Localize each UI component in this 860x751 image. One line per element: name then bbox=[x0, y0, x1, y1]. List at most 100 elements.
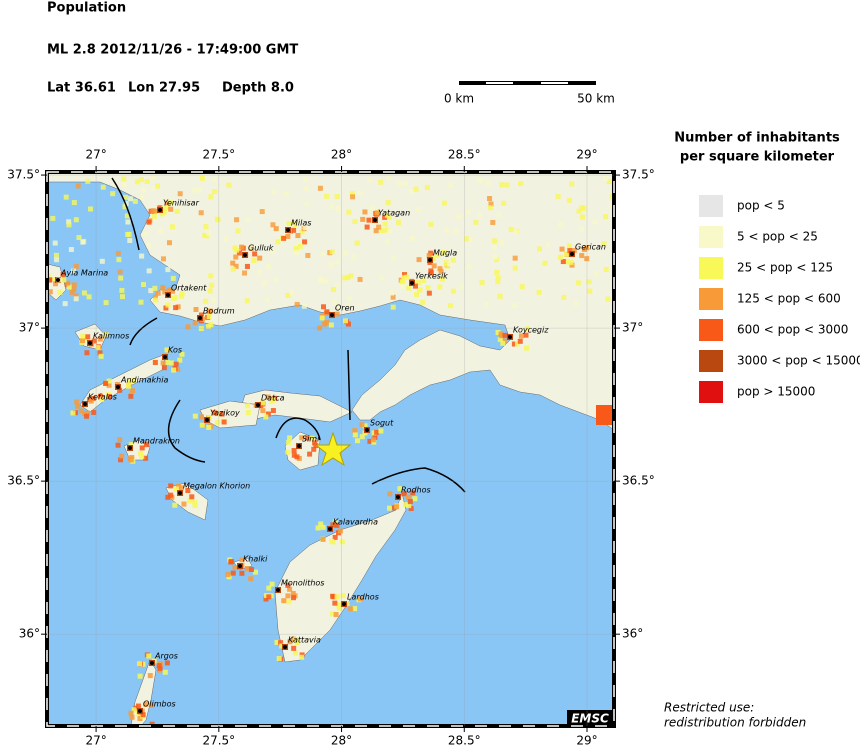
pop-cell bbox=[504, 182, 510, 188]
pop-cell bbox=[271, 189, 277, 195]
pop-cell bbox=[118, 457, 124, 463]
pop-cell bbox=[301, 303, 307, 309]
pop-cell bbox=[299, 654, 305, 660]
pop-cell bbox=[198, 210, 204, 216]
lon-info: Lon 27.95 bbox=[128, 81, 200, 96]
pop-cell bbox=[185, 488, 191, 494]
place-label: Rodhos bbox=[401, 486, 431, 495]
pop-cell bbox=[266, 594, 272, 600]
pop-cell bbox=[439, 276, 445, 282]
pop-cell bbox=[87, 206, 93, 212]
pop-cell bbox=[344, 601, 350, 607]
pop-cell bbox=[66, 284, 72, 290]
pop-cell bbox=[603, 176, 609, 182]
pop-cell bbox=[286, 220, 292, 226]
pop-cell bbox=[168, 483, 174, 489]
pop-cell bbox=[69, 289, 75, 295]
pop-cell bbox=[206, 323, 212, 329]
pop-cell bbox=[320, 536, 326, 542]
pop-cell bbox=[265, 263, 271, 269]
legend-label: pop < 5 bbox=[737, 199, 785, 213]
pop-cell bbox=[235, 228, 241, 234]
place-dot bbox=[365, 428, 369, 432]
pop-cell bbox=[328, 322, 334, 328]
place-label: Milas bbox=[291, 219, 311, 228]
place-label: Monolithos bbox=[281, 579, 324, 588]
pop-cell bbox=[66, 219, 72, 225]
pop-cell bbox=[517, 338, 523, 344]
pop-cell bbox=[170, 288, 176, 294]
pop-cell bbox=[75, 403, 81, 409]
pop-cell bbox=[518, 333, 524, 339]
pop-cell bbox=[524, 326, 530, 332]
place-label: Simi bbox=[302, 435, 320, 444]
pop-cell bbox=[437, 284, 443, 290]
pop-cell bbox=[146, 219, 152, 225]
pop-cell bbox=[456, 214, 462, 220]
pop-cell bbox=[100, 184, 106, 190]
pop-cell bbox=[95, 345, 101, 351]
pop-cell bbox=[150, 175, 156, 181]
pop-cell bbox=[350, 194, 356, 200]
pop-cell bbox=[239, 557, 245, 563]
pop-cell bbox=[387, 228, 393, 234]
pop-cell bbox=[334, 311, 340, 317]
pop-cell bbox=[285, 233, 291, 239]
pop-cell bbox=[357, 276, 363, 282]
pop-cell bbox=[137, 673, 143, 679]
pop-cell bbox=[450, 288, 456, 294]
pop-cell bbox=[304, 201, 310, 207]
y-tick-label: 37° bbox=[622, 321, 643, 335]
pop-cell bbox=[391, 255, 397, 261]
pop-cell bbox=[596, 405, 614, 425]
pop-cell bbox=[410, 490, 416, 496]
pop-cell bbox=[490, 219, 496, 225]
pop-cell bbox=[495, 330, 501, 336]
pop-cell bbox=[592, 219, 598, 225]
pop-cell bbox=[354, 240, 360, 246]
pop-cell bbox=[54, 257, 60, 263]
pop-cell bbox=[47, 289, 53, 295]
pop-cell bbox=[149, 721, 155, 726]
x-tick-label: 27° bbox=[85, 148, 106, 162]
pop-cell bbox=[215, 419, 221, 425]
x-tick-label: 27° bbox=[85, 734, 106, 748]
pop-cell bbox=[402, 502, 408, 508]
map-frame-pattern bbox=[46, 171, 615, 727]
pop-cell bbox=[420, 299, 426, 305]
pop-cell bbox=[497, 293, 503, 299]
legend-title: per square kilometer bbox=[680, 150, 835, 165]
pop-cell bbox=[245, 216, 251, 222]
legend-swatch bbox=[699, 257, 723, 279]
pop-cell bbox=[161, 206, 167, 212]
pop-cell bbox=[413, 186, 419, 192]
pop-cell bbox=[223, 236, 229, 242]
pop-cell bbox=[166, 287, 172, 293]
pop-cell bbox=[329, 611, 335, 617]
pop-cell bbox=[458, 284, 464, 290]
pop-cell bbox=[281, 598, 287, 604]
place-dot bbox=[410, 281, 414, 285]
pop-cell bbox=[334, 282, 340, 288]
pop-cell bbox=[60, 271, 66, 277]
pop-cell bbox=[52, 240, 58, 246]
pop-cell bbox=[389, 290, 395, 296]
pop-cell bbox=[431, 263, 437, 269]
place-dot bbox=[570, 252, 574, 256]
place-dot bbox=[88, 341, 92, 345]
pop-cell bbox=[313, 443, 319, 449]
pop-cell bbox=[511, 341, 517, 347]
pop-cell bbox=[401, 491, 407, 497]
legend-label: 5 < pop < 25 bbox=[737, 230, 818, 244]
pop-cell bbox=[396, 180, 402, 186]
pop-cell bbox=[293, 650, 299, 656]
pop-cell bbox=[71, 200, 77, 206]
pop-cell bbox=[262, 280, 268, 286]
pop-cell bbox=[373, 228, 379, 234]
pop-cell bbox=[164, 347, 170, 353]
pop-cell bbox=[508, 226, 514, 232]
place-label: Kalimnos bbox=[93, 332, 129, 341]
pop-cell bbox=[291, 595, 297, 601]
place-dot bbox=[163, 355, 167, 359]
place-label: Kos bbox=[168, 346, 182, 355]
